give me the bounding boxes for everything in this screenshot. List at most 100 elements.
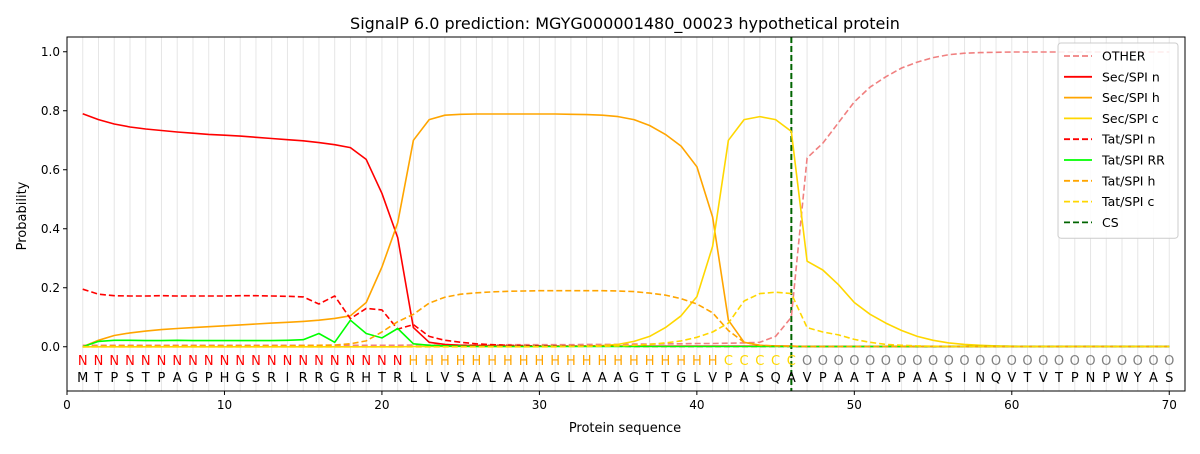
region-label: N xyxy=(188,354,198,369)
region-label: C xyxy=(755,354,764,369)
residue-label: I xyxy=(286,371,290,386)
residue-label: T xyxy=(377,371,386,386)
region-label: O xyxy=(1085,354,1095,369)
region-label: N xyxy=(78,354,88,369)
residue-label: G xyxy=(550,371,560,386)
region-label: H xyxy=(472,354,482,369)
region-label: H xyxy=(550,354,560,369)
legend-label: Sec/SPI h xyxy=(1102,90,1160,105)
region-label: H xyxy=(629,354,639,369)
region-label: O xyxy=(1133,354,1143,369)
region-label: H xyxy=(676,354,686,369)
residue-label: A xyxy=(740,371,749,386)
residue-label: R xyxy=(267,371,276,386)
region-label: O xyxy=(912,354,922,369)
region-label: H xyxy=(503,354,513,369)
x-axis-label: Protein sequence xyxy=(569,421,681,436)
region-label: O xyxy=(928,354,938,369)
region-label: H xyxy=(440,354,450,369)
region-label: N xyxy=(141,354,151,369)
y-tick-label: 0.8 xyxy=(41,104,60,118)
x-tick-label: 40 xyxy=(689,398,704,412)
region-label: H xyxy=(424,354,434,369)
x-tick-label: 20 xyxy=(374,398,389,412)
residue-label: H xyxy=(220,371,230,386)
residue-label: A xyxy=(472,371,481,386)
region-label: O xyxy=(1148,354,1158,369)
sequence-labels: NMNTNPNSNTNPNANGNPNHNGNSNRNINRNRNGNRNHNT… xyxy=(77,354,1174,386)
region-label: H xyxy=(692,354,702,369)
residue-label: T xyxy=(1054,371,1063,386)
region-label: N xyxy=(267,354,277,369)
region-label: N xyxy=(330,354,340,369)
region-label: N xyxy=(109,354,119,369)
legend-label: Tat/SPI RR xyxy=(1101,153,1165,168)
region-label: N xyxy=(94,354,104,369)
residue-label: G xyxy=(235,371,245,386)
series-line-2 xyxy=(82,113,1170,348)
region-label: N xyxy=(251,354,261,369)
residue-label: R xyxy=(346,371,355,386)
residue-label: P xyxy=(724,371,732,386)
region-label: H xyxy=(456,354,466,369)
region-label: O xyxy=(1101,354,1111,369)
residue-label: A xyxy=(582,371,591,386)
region-label: O xyxy=(1007,354,1017,369)
region-label: N xyxy=(283,354,293,369)
residue-label: A xyxy=(598,371,607,386)
region-label: C xyxy=(724,354,733,369)
region-label: N xyxy=(220,354,230,369)
plot-frame xyxy=(66,36,1186,392)
residue-label: M xyxy=(77,371,88,386)
region-label: O xyxy=(975,354,985,369)
residue-label: Y xyxy=(1133,371,1142,386)
residue-label: V xyxy=(1039,371,1048,386)
y-axis-ticks: 0.0 0.2 0.4 0.6 0.8 1.0 xyxy=(41,45,67,354)
legend-label: OTHER xyxy=(1102,49,1146,64)
region-label: H xyxy=(613,354,623,369)
residue-label: S xyxy=(252,371,260,386)
residue-label: A xyxy=(929,371,938,386)
residue-label: S xyxy=(1165,371,1173,386)
residue-label: V xyxy=(803,371,812,386)
region-label: H xyxy=(566,354,576,369)
legend-box xyxy=(1057,42,1179,239)
region-label: O xyxy=(991,354,1001,369)
region-label: H xyxy=(645,354,655,369)
region-label: H xyxy=(409,354,419,369)
x-tick-label: 0 xyxy=(63,398,71,412)
residue-label: L xyxy=(426,371,434,386)
region-label: O xyxy=(865,354,875,369)
y-tick-label: 0.2 xyxy=(41,281,60,295)
region-label: N xyxy=(346,354,356,369)
residue-label: A xyxy=(519,371,528,386)
residue-label: T xyxy=(660,371,669,386)
region-label: N xyxy=(361,354,371,369)
x-tick-label: 60 xyxy=(1004,398,1019,412)
residue-label: W xyxy=(1116,371,1129,386)
region-label: O xyxy=(1117,354,1127,369)
residue-label: Q xyxy=(991,371,1001,386)
residue-label: L xyxy=(410,371,418,386)
residue-label: A xyxy=(614,371,623,386)
region-label: N xyxy=(125,354,135,369)
residue-label: N xyxy=(1086,371,1096,386)
residue-label: L xyxy=(489,371,497,386)
legend-label: Tat/SPI h xyxy=(1101,173,1155,188)
residue-label: Q xyxy=(770,371,780,386)
region-label: C xyxy=(787,354,796,369)
region-label: O xyxy=(1038,354,1048,369)
series-lines xyxy=(82,51,1170,348)
region-label: O xyxy=(1164,354,1174,369)
vertical-grid xyxy=(82,37,1170,391)
x-tick-label: 30 xyxy=(532,398,547,412)
region-label: H xyxy=(582,354,592,369)
legend-label: CS xyxy=(1102,215,1119,230)
residue-label: G xyxy=(676,371,686,386)
residue-label: S xyxy=(457,371,465,386)
residue-label: A xyxy=(850,371,859,386)
residue-label: G xyxy=(629,371,639,386)
residue-label: A xyxy=(787,371,796,386)
legend: OTHER Sec/SPI n Sec/SPI h Sec/SPI c Tat/SPI … xyxy=(1057,42,1179,239)
